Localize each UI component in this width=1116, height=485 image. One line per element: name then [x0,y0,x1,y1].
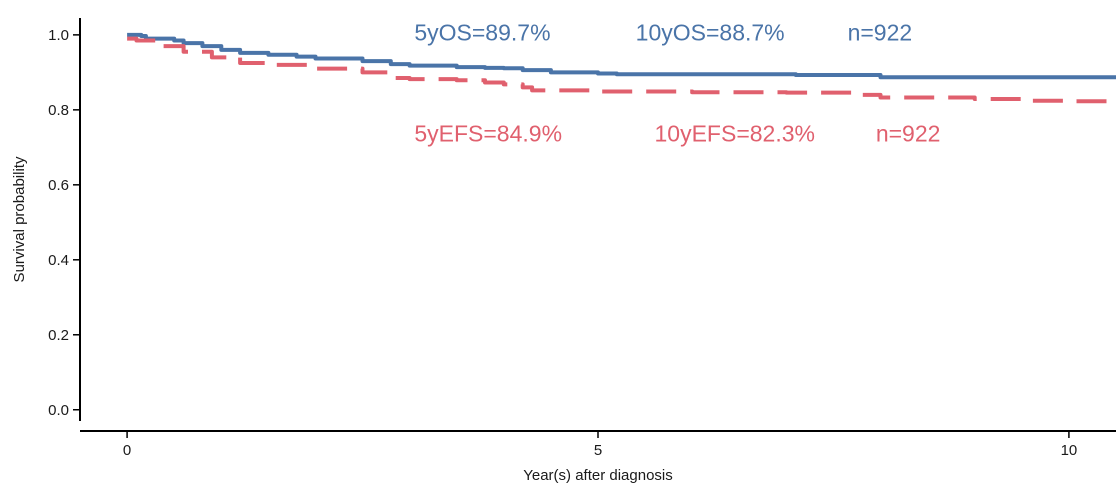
y-tick-label: 0.2 [48,327,69,344]
x-tick-label: 5 [594,442,602,459]
y-tick-label: 0.8 [48,102,69,119]
annotations: 5yOS=89.7% 10yOS=88.7% n=922 5yEFS=84.9% 10y… [414,19,940,146]
series-line-2 [127,36,1116,104]
annotation-text: 5yEFS=84.9% [414,121,562,147]
annotation-text: n=922 [876,121,941,147]
y-tick-label: 1.0 [48,27,69,44]
x-tick-label: 10 [1061,442,1078,459]
y-tick-label: 0.4 [48,252,69,269]
series-line-1 [127,32,1116,80]
series-layer [127,32,1116,104]
annotation-text: 10yEFS=82.3% [655,121,815,147]
annotation-text: 5yOS=89.7% [414,19,550,45]
y-axis-title: Survival probability [11,156,28,282]
annotation-text: n=922 [848,19,913,45]
y-tick-label: 0.0 [48,402,69,419]
axes: 0.0 0.2 0.4 0.6 0.8 1.0 0 5 10 [48,18,1116,459]
x-tick-label: 0 [123,442,131,459]
x-axis-title: Year(s) after diagnosis [523,467,673,484]
annotation-text: 10yOS=88.7% [636,19,785,45]
y-tick-label: 0.6 [48,177,69,194]
